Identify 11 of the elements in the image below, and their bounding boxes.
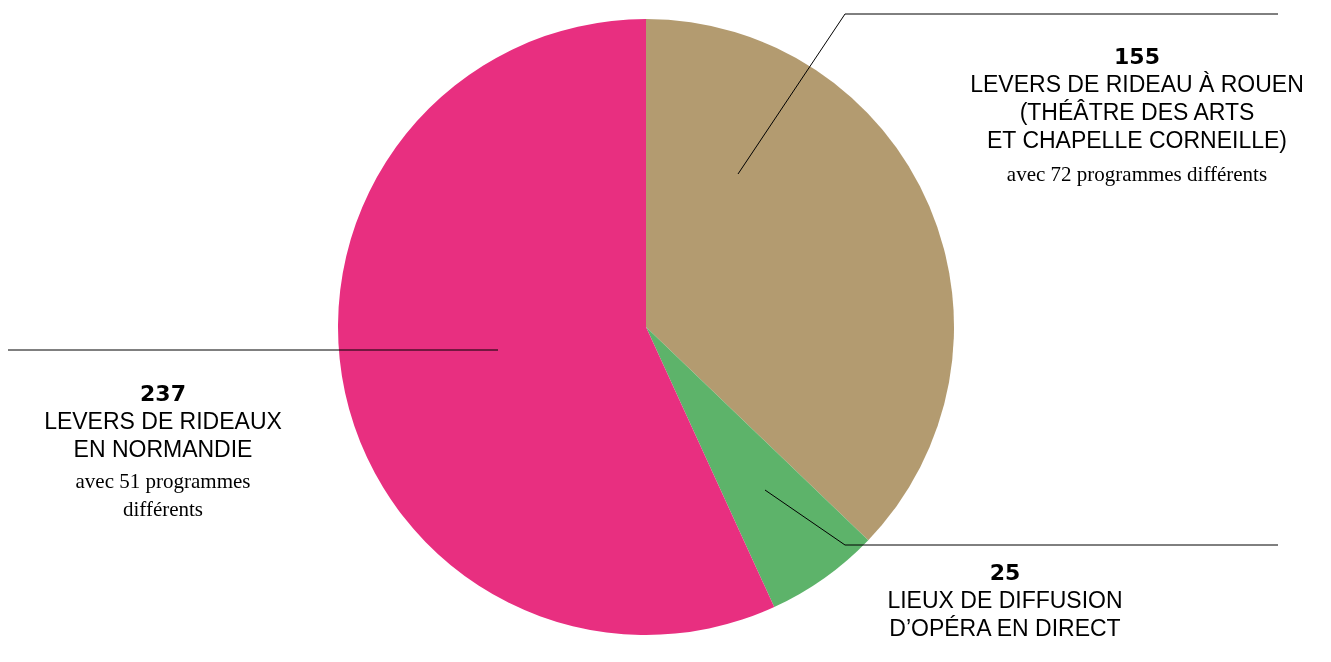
pie-slice — [646, 19, 954, 541]
text: avec 51 programmes différents — [74, 468, 252, 523]
data-label: 25 — [988, 560, 1022, 586]
data-label: 237 — [139, 381, 187, 407]
slice-label: LEVERS DE RIDEAUX EN NORMANDIE — [43, 407, 283, 463]
data-label: 155 — [1113, 44, 1161, 70]
pie-slice — [338, 19, 775, 635]
slice-label: LIEUX DE DIFFUSION D’OPÉRA EN DIRECT — [886, 586, 1124, 642]
slice-label: LEVERS DE RIDEAU À ROUEN (THÉÂTRE DES ARTS ET CHAPELLE CORNEILLE) — [969, 70, 1305, 154]
pie-slice — [646, 327, 869, 608]
text: avec 72 programmes différents — [1005, 161, 1269, 188]
